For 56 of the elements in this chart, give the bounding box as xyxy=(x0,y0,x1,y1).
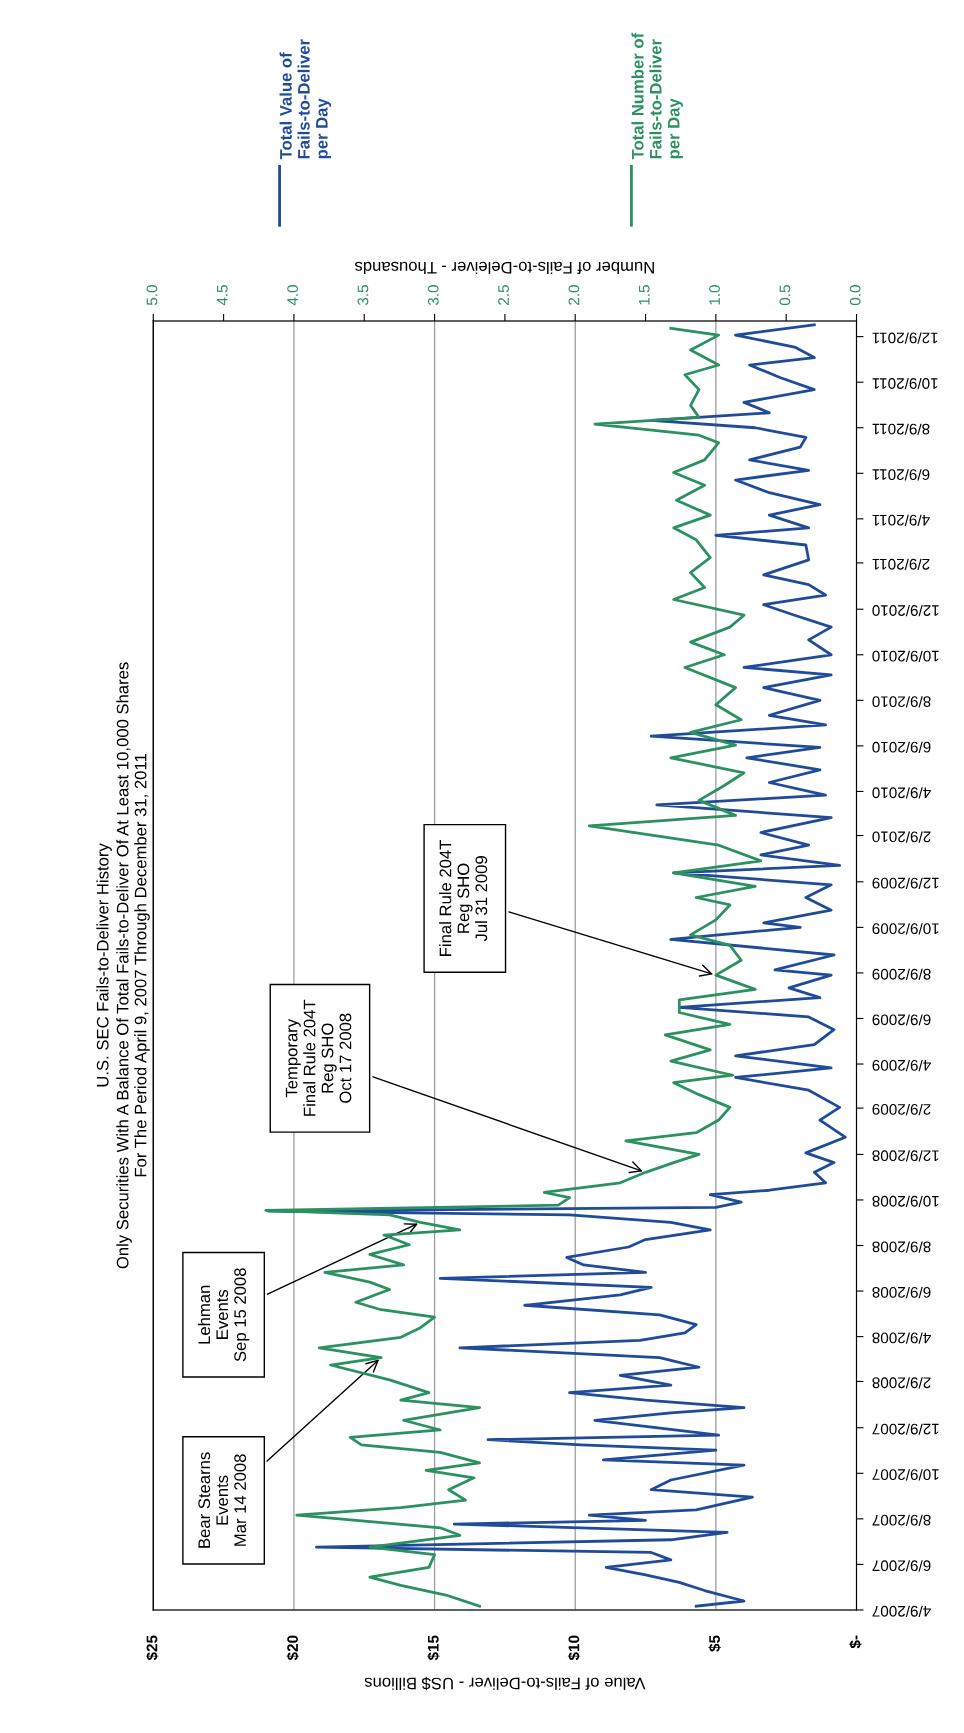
x2-axis-title: Number of Fails-to-Deleiver - Thousands xyxy=(355,261,654,275)
y-tick-label: 6/9/2009 xyxy=(872,1014,931,1026)
y-tick-label: 10/9/2009 xyxy=(872,923,939,935)
x2-tick-label: 2.5 xyxy=(498,285,509,305)
x-tick-label: $5 xyxy=(708,1635,721,1652)
x-tick-label: $15 xyxy=(427,1635,440,1661)
x-tick-label: $- xyxy=(849,1635,862,1649)
x2-tick-label: 0.0 xyxy=(849,285,861,306)
x2-tick-label: 4.0 xyxy=(287,285,299,306)
x2-tick-label: 3.5 xyxy=(357,285,369,306)
annotation: Bear Stearns Events Mar 14 2008 xyxy=(198,1452,247,1548)
y-tick-label: 2/9/2008 xyxy=(872,1377,931,1389)
y-tick-label: 8/9/2009 xyxy=(872,968,931,981)
y-tick-label: 6/9/2010 xyxy=(872,741,931,754)
y-tick-label: 2/9/2011 xyxy=(872,558,930,571)
y-tick-label: 12/9/2007 xyxy=(872,1423,939,1435)
y-tick-label: 4/9/2007 xyxy=(872,1605,931,1618)
y-tick-label: 10/9/2008 xyxy=(872,1195,939,1208)
x2-tick-label: 0.5 xyxy=(779,285,791,306)
y-tick-label: 12/9/2009 xyxy=(872,877,939,889)
y-tick-label: 10/9/2010 xyxy=(872,650,939,662)
annotation: Temporary Final Rule 204T Reg SHO Oct 17 2008 xyxy=(285,999,352,1116)
x2-tick-label: 1.5 xyxy=(638,285,650,305)
x2-tick-label: 5.0 xyxy=(146,285,158,306)
annotation: Lehman Events Sep 15 2008 xyxy=(197,1268,250,1362)
x2-tick-label: 4.5 xyxy=(217,285,228,306)
x-tick-label: $10 xyxy=(567,1635,581,1661)
y-tick-label: 10/9/2007 xyxy=(872,1469,939,1481)
y-tick-label: 12/9/2010 xyxy=(872,605,939,617)
text: Total Number of Fails-to-Deliver per Day xyxy=(631,32,683,160)
y-tick-label: 10/9/2011 xyxy=(872,378,938,390)
text: Total Value of Fails-to-Deliver per Day xyxy=(279,39,331,160)
y-tick-label: 6/9/2008 xyxy=(872,1286,931,1299)
y-tick-label: 4/9/2008 xyxy=(872,1332,931,1344)
y-tick-label: 8/9/2011 xyxy=(872,423,930,435)
y-tick-label: 2/9/2009 xyxy=(872,1104,931,1116)
y-tick-label: 4/9/2010 xyxy=(872,787,931,799)
y-tick-label: 8/9/2007 xyxy=(872,1514,931,1526)
x2-tick-label: 2.0 xyxy=(568,285,580,305)
x-tick-label: $25 xyxy=(145,1635,159,1661)
y-tick-label: 6/9/2011 xyxy=(872,469,930,481)
y-tick-label: 2/9/2010 xyxy=(872,831,931,843)
x2-tick-label: 3.0 xyxy=(427,285,439,306)
text: U.S. SEC Fails-to-Deliver History xyxy=(96,843,112,1087)
y-tick-label: 4/9/2009 xyxy=(872,1059,931,1072)
y-tick-label: 6/9/2007 xyxy=(872,1560,931,1572)
y-tick-label: 12/9/2008 xyxy=(872,1150,939,1162)
y-tick-label: 8/9/2008 xyxy=(872,1241,931,1253)
y-tick-label: 4/9/2011 xyxy=(872,514,930,526)
y-tick-label: 8/9/2010 xyxy=(872,696,931,708)
x-tick-label: $20 xyxy=(286,1635,300,1661)
y-tick-label: 12/9/2011 xyxy=(872,332,938,344)
annotation: Final Rule 204T Reg SHO Jul 31 2009 xyxy=(439,839,488,956)
text: Only Securities With A Balance Of Total Fails-to-Deliver Of At Least 10,000 Shares For The Period April 9, 2007 Through December 31, 2011 xyxy=(116,662,150,1269)
x-axis-title: Value of Fails-to-Deliver - US$ Billions xyxy=(364,1676,646,1691)
x2-tick-label: 1.0 xyxy=(709,285,720,305)
